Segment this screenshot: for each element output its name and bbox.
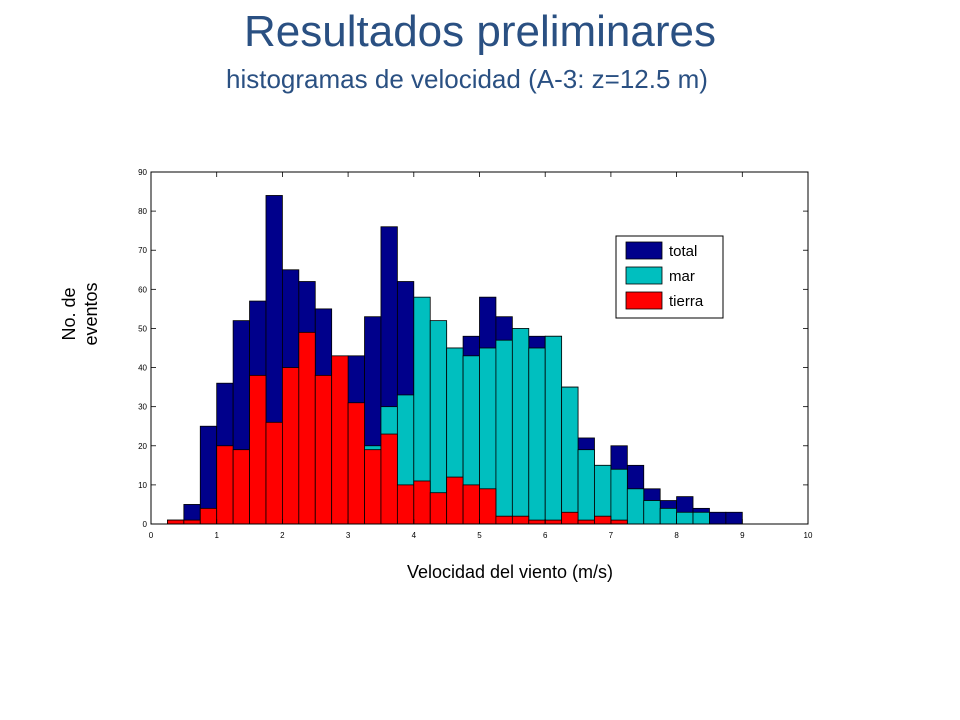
bar-tierra-6 <box>265 421 283 525</box>
bar-tierra-5 <box>249 374 267 525</box>
bar-total-33 <box>709 511 727 525</box>
bar-mar-15 <box>577 449 595 525</box>
bar-mar-16 <box>594 464 612 525</box>
bar-tierra-9 <box>314 374 333 525</box>
x-tick-label: 9 <box>740 531 745 540</box>
bar-tierra-15 <box>413 480 431 525</box>
bar-mar-11 <box>511 328 530 525</box>
bar-tierra-26 <box>594 515 612 525</box>
bar-tierra-3 <box>216 445 234 525</box>
bar-tierra-14 <box>396 484 415 525</box>
legend: total mar tierra <box>615 235 724 319</box>
bar-mar-17 <box>610 468 628 525</box>
y-tick-label: 10 <box>138 481 147 490</box>
y-tick-label: 40 <box>138 364 147 373</box>
bar-mar-18 <box>626 488 645 525</box>
y-tick-label: 50 <box>138 324 147 333</box>
legend-swatch-total <box>625 241 663 260</box>
x-tick-label: 1 <box>214 531 219 540</box>
x-tick-label: 5 <box>477 531 482 540</box>
x-tick-label: 6 <box>543 531 548 540</box>
bar-mar-10 <box>495 339 513 525</box>
legend-swatch-tierra <box>625 291 663 310</box>
bar-total-34 <box>725 511 743 525</box>
bar-mar-22 <box>692 511 710 525</box>
bar-tierra-21 <box>511 515 530 525</box>
bar-tierra-12 <box>364 449 382 525</box>
x-tick-label: 8 <box>674 531 679 540</box>
y-tick-label: 0 <box>143 520 148 529</box>
page-subtitle: histogramas de velocidad (A-3: z=12.5 m) <box>226 64 708 94</box>
bar-tierra-25 <box>577 519 595 525</box>
bar-tierra-0 <box>167 519 185 525</box>
bar-tierra-11 <box>347 402 365 525</box>
bar-mar-21 <box>676 511 694 525</box>
bar-tierra-2 <box>199 507 218 525</box>
bar-tierra-27 <box>610 519 628 525</box>
bar-tierra-7 <box>281 367 300 525</box>
y-tick-label: 60 <box>138 285 147 294</box>
y-tick-label: 80 <box>138 207 147 216</box>
page-title: Resultados preliminares <box>244 7 716 56</box>
bar-tierra-22 <box>528 519 546 525</box>
x-tick-label: 4 <box>412 531 417 540</box>
axes-layer: 0 1 2 3 4 5 6 7 8 9 10 0 10 20 30 40 50 60 70 80 90 <box>138 168 813 540</box>
x-tick-label: 7 <box>609 531 614 540</box>
bar-tierra-8 <box>298 331 316 525</box>
y-tick-label: 20 <box>138 442 147 451</box>
bar-mar-13 <box>544 335 563 525</box>
bar-tierra-18 <box>462 484 480 525</box>
y-tick-label: 90 <box>138 168 147 177</box>
legend-label-mar: mar <box>669 268 695 285</box>
bar-mar-19 <box>643 500 661 525</box>
bar-tierra-1 <box>183 519 201 525</box>
bar-tierra-19 <box>479 488 497 525</box>
x-tick-label: 10 <box>804 531 813 540</box>
bars-layer <box>151 172 808 525</box>
bar-mar-14 <box>561 386 579 525</box>
x-tick-label: 0 <box>149 531 154 540</box>
bar-tierra-16 <box>429 492 448 525</box>
y-tick-label: 30 <box>138 403 147 412</box>
bar-tierra-10 <box>331 355 349 525</box>
bar-tierra-24 <box>561 511 579 525</box>
bar-tierra-20 <box>495 515 513 525</box>
x-tick-label: 2 <box>280 531 285 540</box>
y-tick-label: 70 <box>138 246 147 255</box>
legend-label-total: total <box>669 243 697 260</box>
x-axis-label: Velocidad del viento (m/s) <box>406 562 614 582</box>
legend-swatch-mar <box>625 266 663 285</box>
bar-tierra-4 <box>232 449 250 525</box>
bar-mar-12 <box>528 347 546 525</box>
x-tick-label: 3 <box>346 531 351 540</box>
legend-label-tierra: tierra <box>669 293 704 310</box>
bar-mar-20 <box>659 507 677 525</box>
bar-tierra-23 <box>544 519 563 525</box>
bar-tierra-13 <box>380 433 398 525</box>
bar-tierra-17 <box>446 476 464 525</box>
